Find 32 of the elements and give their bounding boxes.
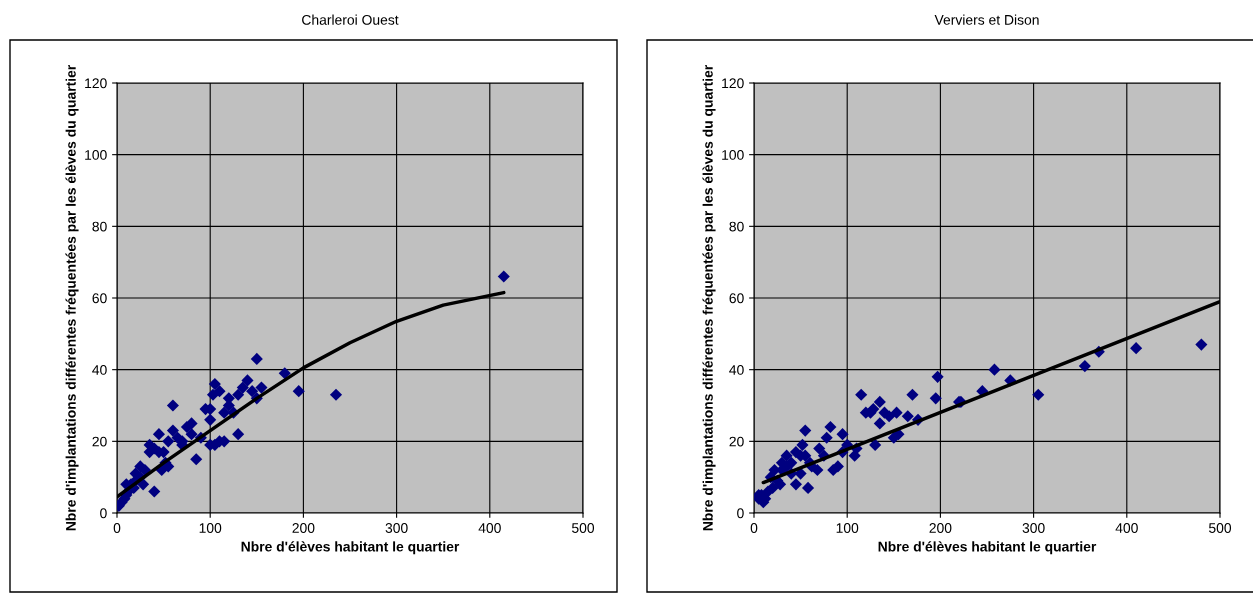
chart-title: Charleroi Ouest [302,14,399,25]
x-tick-label: 0 [113,523,121,533]
y-tick-label: 0 [737,508,744,519]
y-tick-label: 100 [722,150,744,160]
x-tick-label: 0 [750,523,758,533]
x-tick-label: 500 [571,523,595,533]
y-tick-label: 40 [729,365,744,375]
y-tick-label: 60 [92,293,107,304]
x-tick-label: 300 [1022,523,1045,533]
y-tick-label: 40 [92,365,107,375]
y-tick-label: 20 [92,436,107,447]
y-tick-label: 20 [729,436,744,447]
x-tick-label: 400 [478,523,501,533]
y-axis-title: Nbre d'implantations différentes fréquentées par les élèves du quartier [65,64,79,531]
x-axis-title: Nbre d'élèves habitant le quartier [878,541,1097,555]
x-tick-label: 100 [836,523,859,533]
x-tick-label: 200 [929,523,952,533]
x-tick-label: 200 [292,523,315,533]
y-tick-label: 80 [92,221,107,232]
x-tick-label: 400 [1115,523,1138,533]
y-tick-label: 0 [100,508,107,519]
y-axis-title: Nbre d'implantations différentes fréquentées par les élèves du quartier [702,64,716,531]
chart-title: Verviers et Dison [934,14,1039,25]
x-tick-label: 500 [1208,523,1232,533]
y-tick-label: 120 [85,78,107,89]
y-tick-label: 120 [722,78,744,89]
y-tick-label: 100 [85,150,107,160]
x-tick-label: 300 [385,523,408,533]
y-tick-label: 60 [729,293,744,304]
x-axis-title: Nbre d'élèves habitant le quartier [241,541,460,555]
y-tick-label: 80 [729,221,744,232]
x-tick-label: 100 [199,523,222,533]
